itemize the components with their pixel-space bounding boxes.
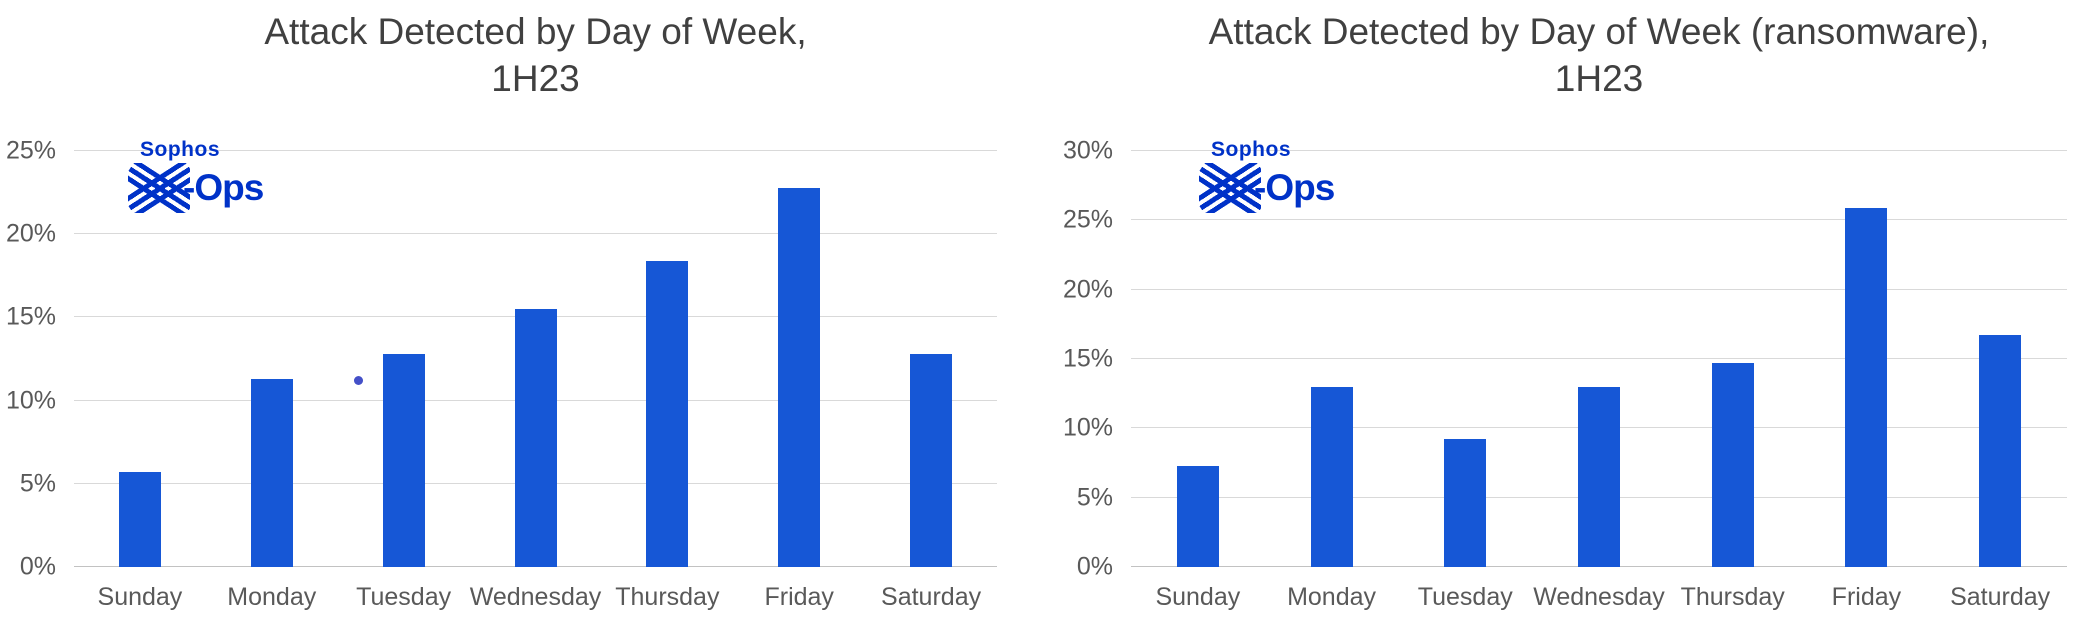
x-tick-label: Monday <box>1287 583 1377 611</box>
y-tick-label: 25% <box>5 136 56 165</box>
x-tick-label: Wednesday <box>1533 583 1665 611</box>
bar-tuesday <box>1444 439 1487 567</box>
x-tick-label: Saturday <box>1950 583 2051 611</box>
x-tick-label: Tuesday <box>356 583 452 611</box>
bar-wednesday <box>1578 386 1620 567</box>
y-tick-label: 10% <box>1062 413 1113 442</box>
bar-wednesday <box>514 309 557 567</box>
x-tick-label: Saturday <box>881 583 982 611</box>
bar-thursday <box>646 260 689 567</box>
chart-title-line2: 1H23 <box>1554 58 1644 100</box>
sophos-logo-text: Sophos <box>140 138 220 161</box>
gridline <box>1131 358 2067 359</box>
xops-ops-text: -Ops <box>1254 167 1335 208</box>
sophos-xops-logo: Sophos -Ops <box>128 138 264 213</box>
x-axis: Sunday Monday Tuesday Wednesday Thursday Frid… <box>74 567 997 623</box>
bar-thursday <box>1711 363 1754 567</box>
chart-title: Attack Detected by Day of Week (ransomwa… <box>1131 8 2067 103</box>
bar-friday <box>778 187 821 567</box>
x-tick-label: Sunday <box>1155 583 1241 611</box>
bar-friday <box>1845 207 1888 567</box>
bar-saturday <box>910 354 953 567</box>
bar-sunday <box>1176 465 1219 567</box>
plot-area: Sunday Monday Tuesday Wednesday Thursday Frid… <box>6 137 997 611</box>
y-tick-label: 25% <box>1062 205 1113 234</box>
chart-title-line2: 1H23 <box>491 58 580 100</box>
y-tick-label: 0% <box>1076 552 1113 581</box>
x-tick-label: Tuesday <box>1417 583 1513 611</box>
attack-by-day-chart: Attack Detected by Day of Week, 1H23 Sop… <box>6 8 997 611</box>
y-tick-label: 0% <box>19 552 56 581</box>
y-tick-label: 20% <box>1062 275 1113 304</box>
x-tick-label: Thursday <box>615 583 720 611</box>
chart-title-line1: Attack Detected by Day of Week, <box>264 11 807 52</box>
y-tick-label: 5% <box>1076 483 1113 512</box>
x-tick-label: Thursday <box>1680 583 1785 611</box>
gridline <box>74 233 997 235</box>
chart-title: Attack Detected by Day of Week, 1H23 <box>74 8 997 103</box>
bar-monday <box>250 378 293 567</box>
ransomware-attack-by-day-chart: Attack Detected by Day of Week (ransomwa… <box>1049 0 2098 630</box>
bar-sunday <box>118 472 161 567</box>
x-axis: Sunday Monday Tuesday Wednesday Thursday Frid… <box>1131 567 2067 623</box>
chart-title-line1: Attack Detected by Day of Week (ransomwa… <box>1208 11 1990 52</box>
stray-dot <box>354 375 364 385</box>
y-tick-label: 5% <box>19 469 56 498</box>
x-tick-label: Friday <box>1831 583 1902 611</box>
gridline <box>1131 150 2067 151</box>
gridline <box>1131 288 2067 290</box>
plot-area: Sunday Monday Tuesday Wednesday Thursday Frid… <box>1063 137 2067 611</box>
gridline <box>74 150 997 151</box>
bar-monday <box>1310 386 1353 567</box>
bar-saturday <box>1979 335 2022 567</box>
xops-x-icon <box>1199 163 1261 213</box>
x-tick-label: Sunday <box>97 583 183 611</box>
y-tick-label: 20% <box>5 219 56 248</box>
x-tick-label: Wednesday <box>469 583 602 611</box>
y-tick-label: 15% <box>1062 344 1113 373</box>
y-tick-label: 10% <box>5 386 56 415</box>
y-tick-label: 30% <box>1062 136 1113 165</box>
gridline <box>1131 219 2067 221</box>
xops-x-icon <box>128 163 190 213</box>
sophos-logo-text: Sophos <box>1211 138 1291 161</box>
x-tick-label: Monday <box>227 583 317 611</box>
bar-tuesday <box>382 354 425 567</box>
x-tick-label: Friday <box>764 583 834 611</box>
sophos-xops-logo: Sophos -Ops <box>1199 138 1335 213</box>
y-tick-label: 15% <box>5 302 56 331</box>
xops-ops-text: -Ops <box>183 167 264 208</box>
